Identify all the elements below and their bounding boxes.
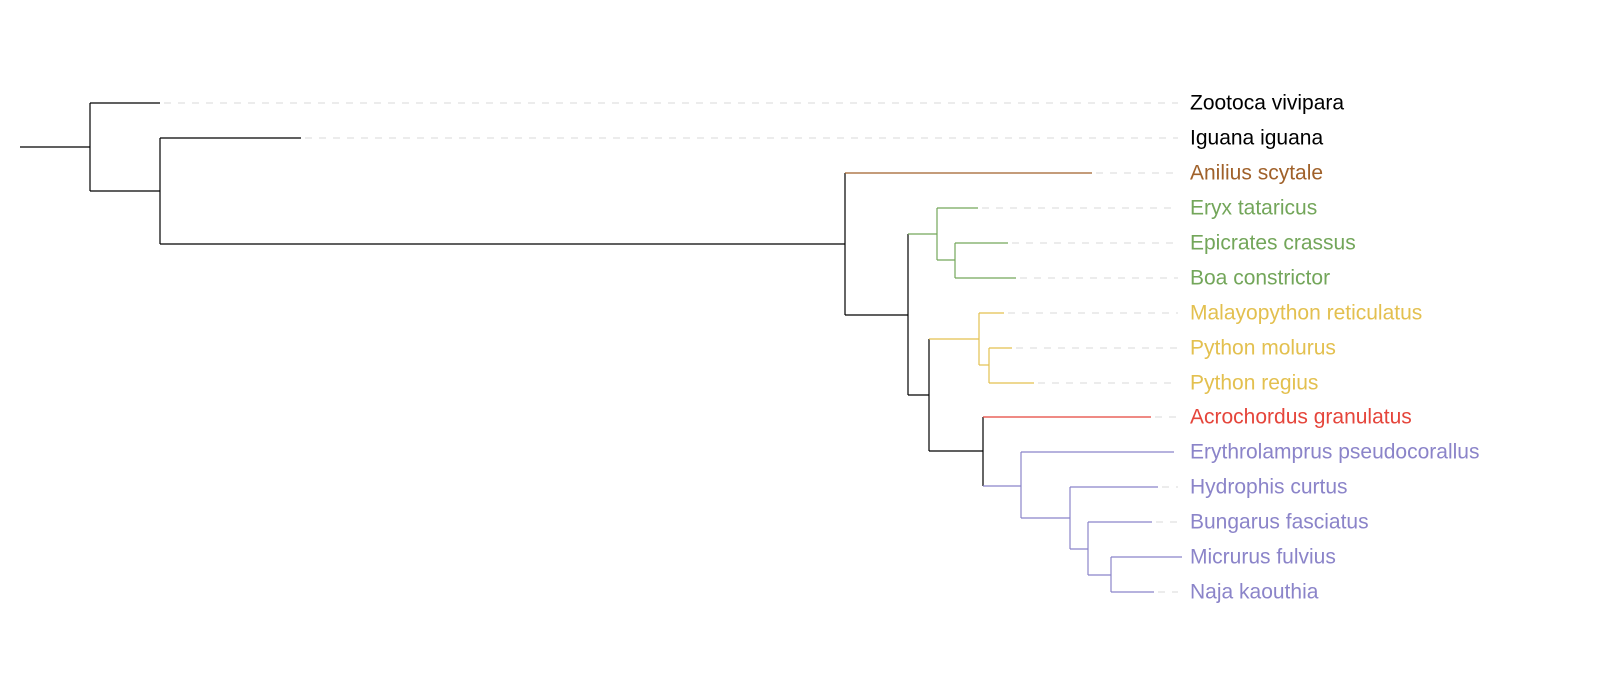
tip-label: Boa constrictor — [1190, 267, 1330, 290]
tip-label: Micrurus fulvius — [1190, 546, 1336, 569]
tip-label: Bungarus fasciatus — [1190, 511, 1369, 534]
tip-label: Eryx tataricus — [1190, 197, 1317, 220]
tip-label: Epicrates crassus — [1190, 232, 1356, 255]
tip-label: Anilius scytale — [1190, 162, 1323, 185]
tip-label: Zootoca vivipara — [1190, 92, 1344, 115]
tip-label: Python regius — [1190, 372, 1318, 395]
tree-branches — [20, 102, 1182, 593]
tip-label: Hydrophis curtus — [1190, 476, 1348, 499]
tip-labels: Zootoca vivipara Iguana iguana Anilius scy… — [1190, 92, 1479, 604]
tip-label: Iguana iguana — [1190, 127, 1323, 150]
tip-label: Erythrolamprus pseudocorallus — [1190, 441, 1479, 464]
tip-label: Naja kaouthia — [1190, 581, 1319, 604]
tip-label: Python molurus — [1190, 337, 1336, 360]
tip-guide-lines — [164, 102, 1178, 593]
tip-label: Acrochordus granulatus — [1190, 406, 1412, 429]
tip-label: Malayopython reticulatus — [1190, 302, 1422, 325]
